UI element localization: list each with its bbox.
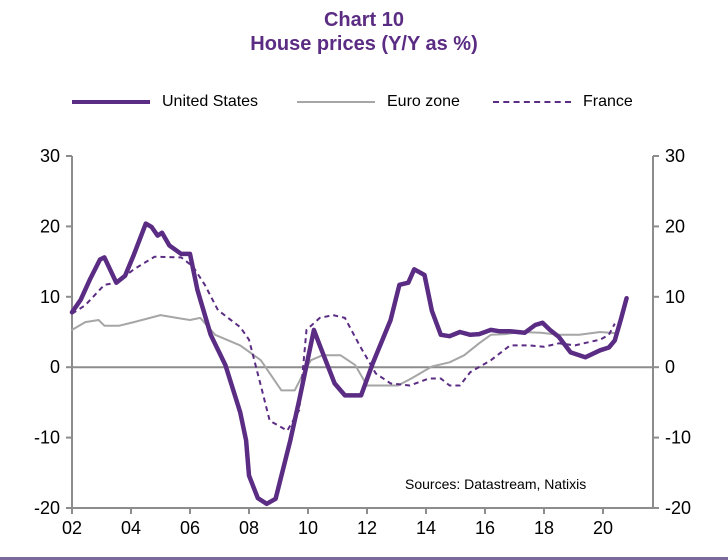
x-tick-label: 20	[593, 518, 613, 538]
chart-subtitle: House prices (Y/Y as %)	[250, 33, 478, 55]
x-tick-label: 06	[180, 518, 200, 538]
legend-label-united-states: United States	[162, 93, 259, 110]
y-tick-label-right: 20	[665, 216, 685, 236]
y-tick-label-left: 10	[40, 287, 60, 307]
x-tick-label: 14	[416, 518, 436, 538]
y-tick-label-right: 10	[665, 287, 685, 307]
legend-item-france: France	[493, 90, 633, 114]
y-tick-label-left: 0	[50, 357, 60, 377]
y-tick-label-right: 0	[665, 357, 675, 377]
series-group	[69, 221, 629, 507]
y-tick-label-left: 20	[40, 216, 60, 236]
x-tick-label: 02	[62, 518, 82, 538]
legend: United States Euro zone France	[0, 90, 728, 114]
series-line-united-states	[69, 221, 629, 507]
y-tick-label-right: -20	[665, 498, 691, 518]
legend-item-euro-zone: Euro zone	[297, 90, 460, 114]
x-tick-label: 04	[121, 518, 141, 538]
legend-item-united-states: United States	[72, 90, 258, 114]
x-tick-label: 10	[298, 518, 318, 538]
x-tick-label: 08	[239, 518, 259, 538]
y-tick-label-right: -10	[665, 428, 691, 448]
chart-title: Chart 10	[323, 9, 405, 31]
x-tick-label: 12	[357, 518, 377, 538]
bottom-rule	[0, 557, 728, 560]
source-annotation: Sources: Datastream, Natixis	[405, 476, 586, 492]
legend-swatch-france	[493, 101, 571, 103]
legend-label-euro-zone: Euro zone	[387, 93, 460, 110]
legend-label-france: France	[583, 93, 633, 110]
series-line-france	[71, 255, 616, 432]
y-tick-label-left: -20	[34, 498, 60, 518]
x-tick-label: 16	[475, 518, 495, 538]
x-tick-label: 18	[534, 518, 554, 538]
y-tick-label-right: 30	[665, 146, 685, 166]
y-tick-label-left: -10	[34, 428, 60, 448]
legend-swatch-united-states	[72, 100, 150, 104]
legend-swatch-euro-zone	[297, 101, 375, 103]
y-tick-label-left: 30	[40, 146, 60, 166]
